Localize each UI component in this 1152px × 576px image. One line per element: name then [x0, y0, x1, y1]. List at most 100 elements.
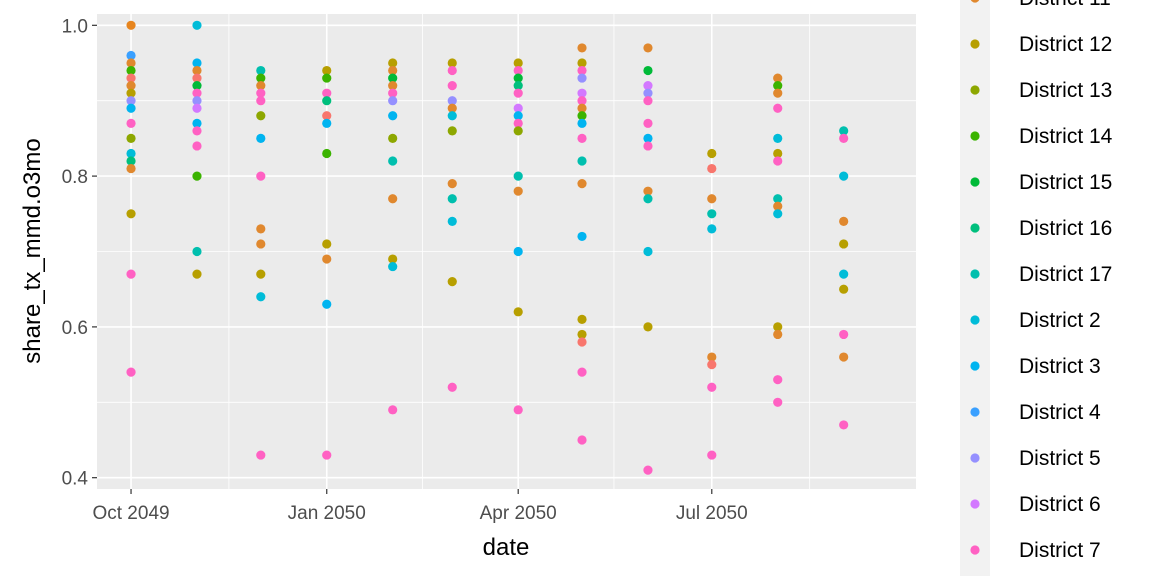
data-point [773, 201, 783, 211]
data-point [388, 111, 398, 121]
data-point [126, 209, 136, 219]
data-point [643, 81, 653, 91]
data-point [643, 141, 653, 151]
data-point [773, 133, 783, 144]
data-point [388, 194, 398, 204]
legend-key-point [970, 0, 980, 3]
y-tick-label: 0.8 [62, 167, 88, 188]
data-point [773, 329, 783, 340]
data-point [192, 171, 202, 181]
data-point [447, 65, 457, 76]
data-point [192, 126, 202, 136]
data-point [126, 163, 136, 174]
data-point [388, 88, 398, 98]
data-point [513, 405, 523, 415]
data-point [707, 163, 717, 174]
data-point [513, 171, 523, 181]
data-point [513, 103, 523, 113]
data-point [577, 156, 587, 166]
data-point [643, 194, 653, 204]
data-point [643, 88, 653, 98]
data-point [126, 269, 136, 279]
data-point [513, 186, 523, 196]
legend-label: District 3 [1019, 355, 1101, 378]
data-point [256, 73, 266, 83]
data-point [388, 65, 398, 76]
data-point [577, 43, 587, 53]
legend-label: District 16 [1019, 217, 1112, 240]
data-point [192, 246, 202, 257]
data-point [513, 111, 523, 121]
data-point [192, 65, 202, 76]
data-point [388, 405, 398, 415]
y-axis-ticks: 0.4 0.6 0.8 1.0 [62, 16, 97, 490]
legend-key-background [960, 0, 990, 576]
legend-key-point [970, 177, 980, 187]
data-point [643, 186, 653, 196]
data-point [773, 148, 783, 159]
data-point [447, 111, 457, 121]
data-point [643, 465, 653, 475]
data-point [577, 314, 587, 324]
legend-key-point [970, 545, 980, 555]
data-point [513, 65, 523, 76]
data-point [126, 73, 136, 83]
data-point [322, 65, 332, 76]
data-point [126, 50, 136, 61]
data-point [513, 246, 523, 257]
data-point [256, 292, 266, 302]
data-point [192, 141, 202, 151]
data-point [388, 133, 398, 144]
data-point [513, 73, 523, 83]
legend-label: District 13 [1019, 79, 1112, 102]
legend-label: District 14 [1019, 125, 1113, 148]
data-point [839, 239, 849, 249]
data-point [577, 111, 587, 121]
data-point [577, 73, 587, 83]
data-point [388, 58, 398, 68]
data-point [773, 73, 783, 83]
y-tick-label: 1.0 [62, 16, 88, 37]
data-point [322, 118, 332, 128]
data-point [322, 299, 332, 309]
data-point [126, 88, 136, 98]
legend-label: District 7 [1019, 539, 1101, 562]
data-point [192, 20, 202, 30]
data-point [513, 118, 523, 128]
data-point [839, 352, 849, 362]
data-point [513, 58, 523, 68]
legend-label: District 4 [1019, 401, 1101, 424]
data-point [388, 73, 398, 83]
y-axis-title: share_tx_mmd.o3mo [19, 138, 46, 363]
data-point [388, 81, 398, 91]
legend-key-point [970, 39, 980, 49]
data-point [192, 58, 202, 68]
legend-label: District 11 [1019, 0, 1111, 10]
legend-key-point [970, 269, 980, 279]
data-point [126, 133, 136, 144]
data-point [256, 111, 266, 121]
data-point [388, 96, 398, 106]
data-point [707, 224, 717, 234]
data-point [839, 133, 849, 144]
data-point [839, 126, 849, 136]
data-point [643, 65, 653, 76]
x-axis-title: date [483, 534, 530, 561]
x-tick-label: Jul 2050 [676, 503, 748, 524]
data-point [577, 179, 587, 189]
data-point [643, 96, 653, 106]
data-point [839, 216, 849, 226]
legend-key-point [970, 223, 980, 233]
data-point [643, 43, 653, 53]
data-point [773, 375, 783, 385]
data-point [447, 179, 457, 189]
data-point [707, 209, 717, 219]
data-point [126, 103, 136, 113]
data-point [322, 148, 332, 159]
data-point [192, 103, 202, 113]
data-point [322, 450, 332, 460]
data-point [577, 58, 587, 68]
data-point [577, 367, 587, 377]
data-point [126, 118, 136, 128]
data-point [126, 96, 136, 106]
